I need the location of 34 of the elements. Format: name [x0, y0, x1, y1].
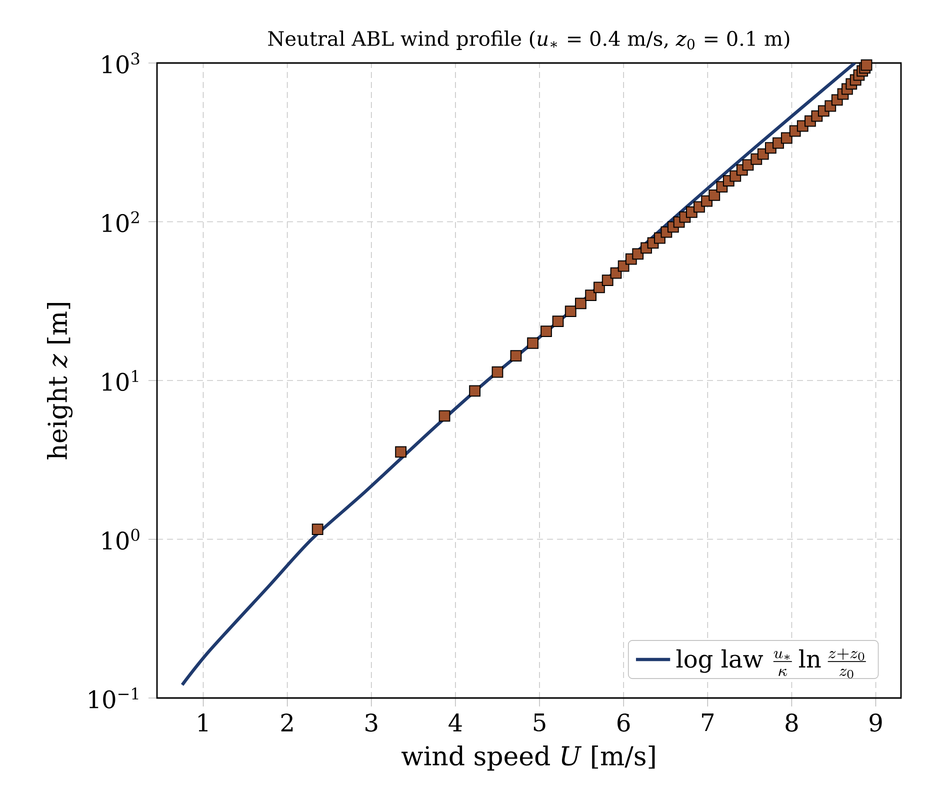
point: [438, 410, 450, 422]
point: [594, 282, 605, 294]
point: [395, 446, 407, 458]
y-tick-label: 10$^{−1}$: [89, 688, 138, 708]
x-tick-label: 2: [281, 714, 293, 732]
y-tick-label: 10$^{1}$: [102, 370, 138, 391]
x-tick-label: 6: [618, 714, 630, 732]
point: [602, 274, 614, 286]
y-tick-label: 10$^{0}$: [102, 528, 140, 550]
chart-title: Neutral ABL wind profile (u$_{∗}$ = 0.4 m/s, z$_{0}$ = 0.1 m): [268, 30, 790, 50]
point: [708, 189, 720, 201]
x-tick-label: 8: [786, 714, 798, 732]
point: [552, 316, 564, 327]
point: [527, 337, 538, 349]
x-tick-label: 5: [534, 714, 546, 732]
point: [860, 59, 872, 71]
x-tick-label: 3: [366, 714, 378, 732]
x-tick-label: 9: [870, 714, 882, 732]
x-tick-label: 7: [702, 714, 714, 732]
point: [312, 524, 324, 536]
point: [564, 306, 576, 317]
point: [510, 350, 522, 362]
y-tick-label: 10$^{2}$: [102, 211, 139, 232]
y-axis-title: height z [m]: [47, 302, 73, 460]
point: [469, 385, 480, 397]
y-tick-label: 10$^{3}$: [102, 52, 140, 74]
x-tick-label: 4: [448, 714, 462, 732]
x-tick-label: 1: [198, 714, 208, 732]
point: [492, 366, 504, 378]
x-axis-title: wind speed U [m/s]: [402, 745, 655, 771]
legend-label: $\mathrm{log\ law}\ \frac{u_*}{\kappa}\ln\frac{z+z_0}{z_0}$: [676, 648, 866, 678]
point: [575, 298, 586, 310]
point: [585, 290, 596, 302]
point: [540, 326, 552, 338]
